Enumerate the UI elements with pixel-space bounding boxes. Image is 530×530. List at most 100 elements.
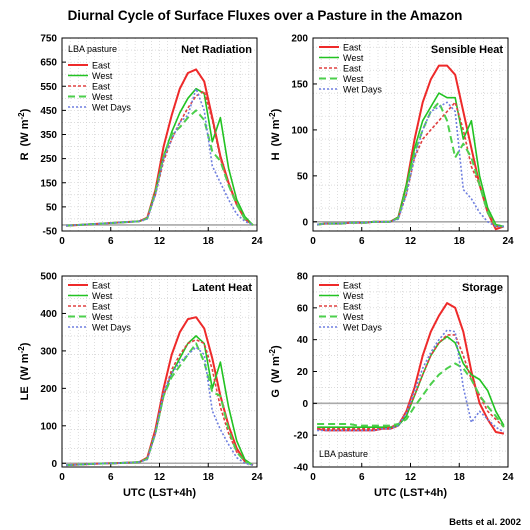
x-tick-label: 12 [154,236,166,247]
legend-label: East [343,64,362,74]
y-tick-label: 100 [291,125,308,136]
y-axis-unit-exponent: -2 [268,349,277,357]
series-line-5 [317,329,505,433]
y-axis-symbol: R [19,152,31,160]
series-line-3 [317,334,505,430]
y-tick-label: -50 [43,227,58,238]
series-line-1 [316,302,505,435]
y-tick-label: 100 [40,421,57,432]
x-tick-label: 12 [405,236,417,247]
y-axis-unit: (W m [19,353,31,380]
legend-label: East [92,302,111,312]
x-tick-label: 6 [108,236,114,247]
x-tick-label: 12 [154,472,166,483]
x-tick-label: 0 [310,236,316,247]
y-tick-label: 20 [297,367,309,378]
panel-title: Latent Heat [192,282,252,294]
y-axis-unit-exponent: -2 [268,112,277,120]
y-tick-label: 80 [297,272,309,283]
y-axis-label: R (W m-2) [17,108,31,160]
y-axis-symbol: LE [19,386,31,400]
legend-label: West [92,312,113,322]
y-axis-unit: (W m [270,356,282,383]
series-line-2 [317,335,505,429]
x-tick-label: 24 [251,472,263,483]
y-tick-label: 500 [40,272,57,283]
y-tick-label: 0 [302,217,308,228]
x-axis-label: UTC (LST+4h) [374,487,447,499]
grid [313,276,508,467]
series-line-4 [317,362,505,428]
y-tick-label: 400 [40,309,57,320]
y-tick-label: 450 [40,106,57,117]
y-axis-unit: (W m [19,119,31,146]
legend-label: West [343,291,364,301]
y-tick-label: 50 [46,202,58,213]
y-axis-symbol: H [270,152,282,160]
legend-label: Wet Days [92,103,131,113]
x-tick-label: 18 [454,236,466,247]
x-tick-label: 18 [203,236,215,247]
legend-label: East [92,61,111,71]
series-line-3 [317,101,504,228]
legend-label: East [92,82,111,92]
x-tick-label: 6 [359,236,365,247]
panel-4: 0 6 12 18 24 -40 -20 0 20 40 60 80 G (W m-2) UTC (LST+… [268,272,514,500]
y-tick-label: 200 [291,34,308,45]
legend-label: East [343,43,362,53]
y-tick-label: 200 [40,384,57,395]
grid [62,276,257,467]
x-tick-label: 18 [454,472,466,483]
y-tick-label: 40 [297,335,309,346]
y-tick-label: 300 [40,346,57,357]
y-axis-label: LE (W m-2) [17,342,31,400]
y-axis-label: H (W m-2) [268,108,282,160]
figure-credit: Betts et al. 2002 [449,517,521,528]
y-axis-unit-close: ) [19,108,31,112]
y-tick-label: 0 [302,399,308,410]
legend-label: West [92,291,113,301]
legend-label: East [343,281,362,291]
legend-label: West [343,312,364,322]
x-tick-label: 18 [203,472,215,483]
y-tick-label: -40 [294,463,309,474]
x-tick-label: 24 [502,236,514,247]
y-tick-label: 550 [40,82,57,93]
panel-2: 0 6 12 18 24 0 50 100 150 200 H (W m-2) Sensible Hea… [268,34,514,248]
y-tick-label: 150 [40,178,57,189]
panel-title: Storage [462,282,503,294]
series-line-5 [66,87,254,227]
y-tick-label: 60 [297,303,309,314]
y-axis-unit-exponent: -2 [17,112,26,120]
x-tick-label: 0 [59,472,65,483]
x-tick-label: 0 [310,472,316,483]
y-axis-symbol: G [270,389,282,398]
legend-label: West [92,71,113,81]
legend-label: East [92,281,111,291]
panel-note: LBA pasture [319,449,368,459]
legend-label: West [343,74,364,84]
panel-note: LBA pasture [68,44,117,54]
x-axis-label: UTC (LST+4h) [123,487,196,499]
y-tick-label: 150 [291,79,308,90]
panel-1: 0 6 12 18 24 -50 50 150 250 350 450 550 650 750 R (W m-… [17,34,263,248]
y-tick-label: -20 [294,431,309,442]
y-tick-label: 650 [40,58,57,69]
legend-label: East [343,302,362,312]
y-axis-label: G (W m-2) [268,345,282,398]
panel-title: Sensible Heat [431,44,503,56]
x-tick-label: 24 [251,236,263,247]
series-line-4 [316,101,504,228]
series-line-3 [66,90,254,227]
legend-label: Wet Days [343,323,382,333]
x-tick-label: 6 [359,472,365,483]
legend-label: West [92,92,113,102]
legend-label: Wet Days [343,85,382,95]
y-axis-unit-exponent: -2 [17,346,26,354]
